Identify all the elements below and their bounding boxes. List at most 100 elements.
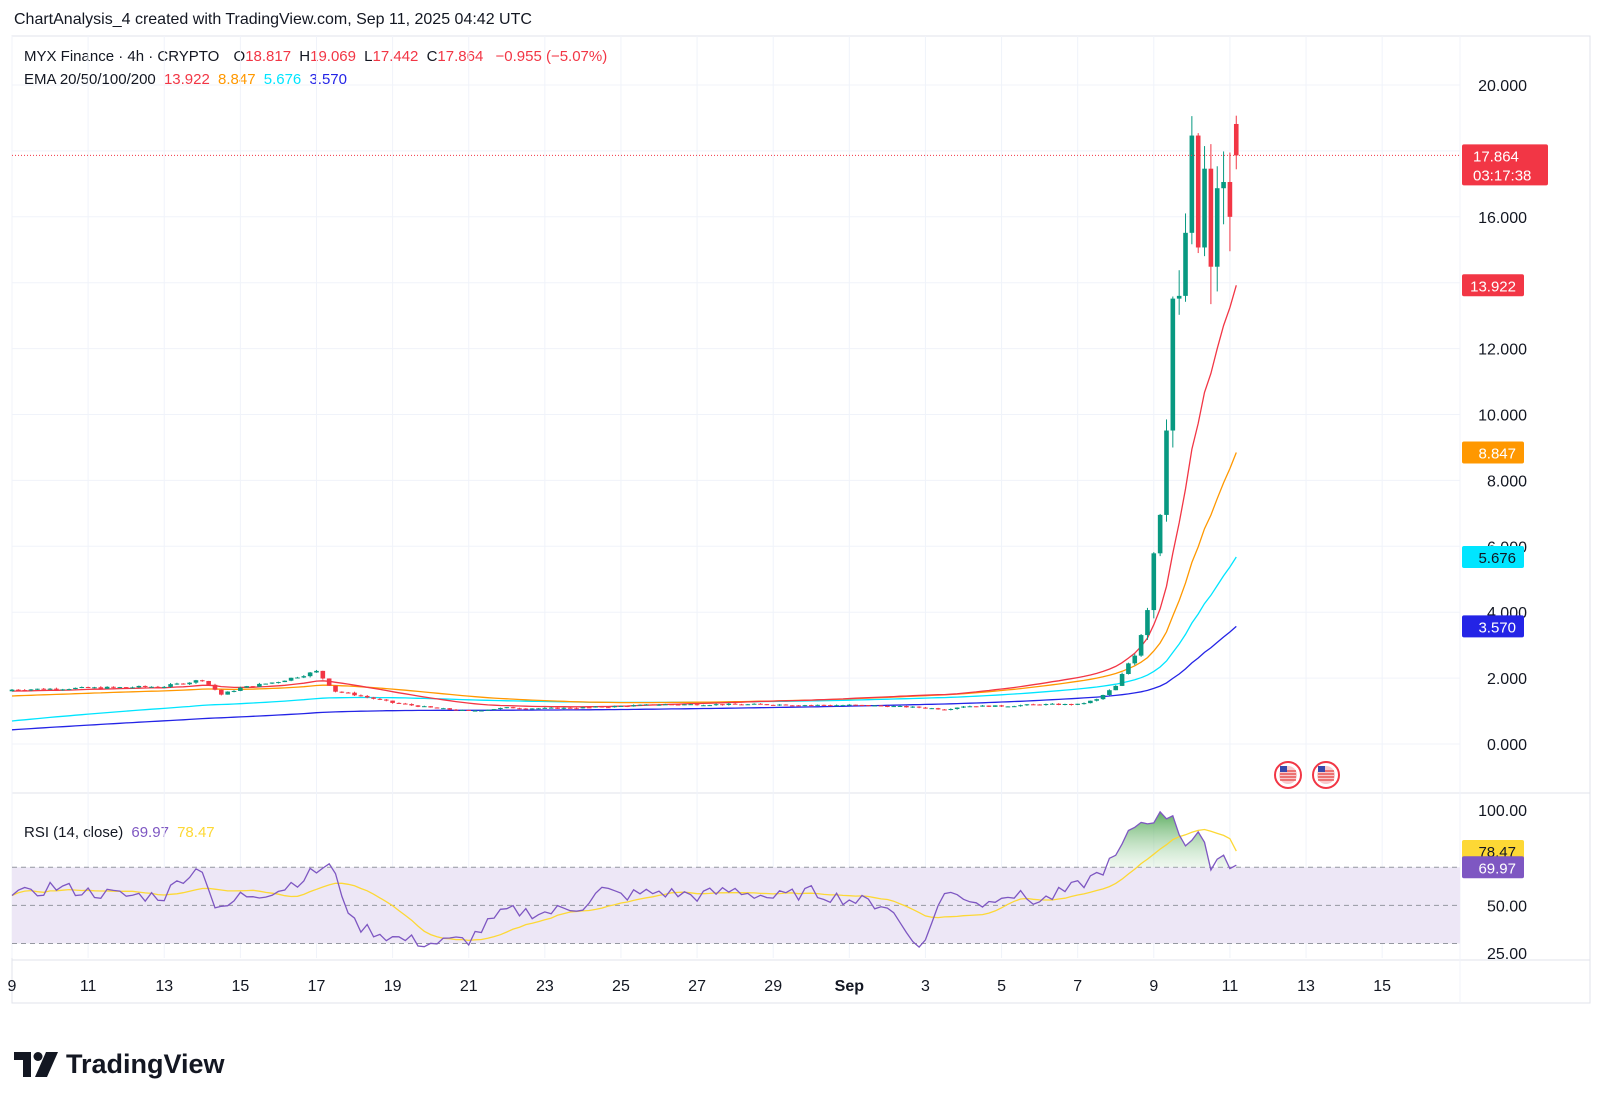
time-tick-label: 3 [921,978,930,995]
candle-body [1113,685,1119,691]
candle-body [707,705,713,707]
rsi-tick-label: 25.00 [1487,946,1527,963]
candle-body [1208,168,1214,267]
rsi-overbought-fill [329,811,1242,868]
candle-body [1119,674,1125,686]
time-tick-label: 23 [536,978,554,995]
candle-body [1195,135,1201,248]
chart-caption: ChartAnalysis_4 created with TradingView… [14,11,532,28]
price-tick-label: 2.000 [1487,671,1527,688]
candle-body [567,707,573,709]
time-tick-label: Sep [835,978,865,995]
candle-body [555,707,560,709]
candle-body [98,687,104,689]
candle-body [460,709,465,711]
ema20-tag [1462,274,1524,297]
rsi-line [11,810,1237,949]
candle-body [358,695,364,697]
candle-body [263,683,269,685]
time-tick-label: 19 [384,978,402,995]
candle-body [447,708,452,710]
ema200-line [11,625,1237,731]
candle-body [371,697,376,699]
candle-body [878,705,884,707]
candle-body [54,688,59,690]
candle-body [1037,704,1042,706]
candle-body [295,677,300,679]
candle-body [999,705,1004,707]
candle-body [808,705,814,707]
time-tick-label: 25 [612,978,630,995]
candle-body [1157,514,1163,554]
candle-body [853,704,858,706]
rsi-tag-text: 69.97 [1478,860,1516,877]
rsi-tag [1462,856,1524,879]
candle-body [1151,553,1157,611]
candle-body [28,689,34,691]
candle-body [561,707,567,709]
time-tick-label: 9 [8,978,17,995]
price-tick-label: 16.000 [1478,210,1527,227]
candle-body [986,705,992,707]
candle-body [574,708,579,710]
rsi-tick-label: 100.00 [1478,803,1527,820]
candle-body [1081,703,1087,705]
candle-body [827,705,833,707]
rsi-ma-value: 78.47 [177,824,215,841]
candle-body [390,700,395,703]
candle-body [1056,703,1061,705]
candle-body [479,710,484,712]
tradingview-logo: TradingView [14,1049,225,1080]
candle-body [206,681,211,685]
price-chart[interactable]: 9 11 13 15 17 19 21 23 25 27 29 Sep 3 5 7 9 11 13 15 20.000… [0,0,1600,1040]
candle-body [821,704,827,706]
candle-body [929,708,935,710]
candle-body [383,699,389,701]
rsi-ma-line [11,828,1237,942]
candle-body [257,683,262,687]
candle-body [219,689,224,695]
candle-body [168,684,173,687]
ema100-value: 5.676 [263,71,302,88]
candle-body [948,709,954,711]
time-tick-label: 11 [80,978,97,995]
candle-body [504,707,510,709]
candle-body [618,705,624,707]
ema50-tag-text: 8.847 [1478,445,1516,462]
candle-body [942,709,947,711]
candle-body [415,705,421,707]
time-tick-label: 29 [764,978,782,995]
candle-body [377,698,383,700]
candle-body [231,690,237,692]
candle-body [326,678,332,686]
candle-body [1214,188,1220,267]
low-label: L [364,48,373,65]
candle-body [314,670,319,673]
candle-body [973,706,979,708]
time-tick-label: 5 [997,978,1006,995]
price-tick-label: 20.000 [1478,78,1527,95]
candle-body [320,670,326,679]
candle-body [580,707,586,709]
candle-body [282,680,288,683]
candle-body [453,709,459,711]
ema100-tag-text: 5.676 [1478,550,1516,567]
candle-body [1189,135,1195,233]
candle-body [250,686,256,688]
candle-body [510,707,516,709]
candle-body [498,707,503,710]
candle-body [789,705,795,707]
candle-body [1170,298,1176,431]
candle-body [891,706,897,708]
candle-body [529,708,535,710]
open-value: 18.817 [245,48,292,65]
candle-body [1030,704,1036,706]
candle-body [992,705,998,707]
ema100-line [11,556,1237,722]
time-tick-label: 7 [1073,978,1082,995]
candle-body [631,705,636,707]
candle-body [916,706,922,708]
candle-body [149,686,154,688]
candle-body [66,689,72,691]
ema200-value: 3.570 [309,71,347,88]
